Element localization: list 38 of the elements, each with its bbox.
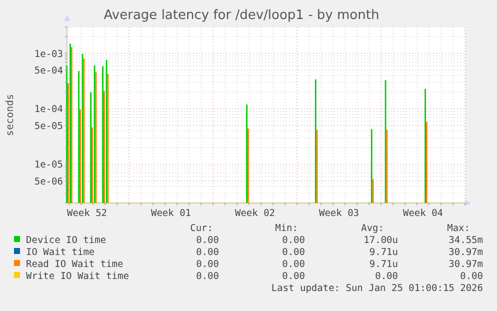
text: 0.00 <box>282 259 306 270</box>
text: 0.00 <box>196 259 220 270</box>
text: Cur: <box>190 223 213 234</box>
text: 0.00 <box>196 247 220 258</box>
text: Avg: <box>361 223 384 234</box>
x-tick-label: Week 01 <box>150 208 192 219</box>
text: 9.71u <box>369 247 398 258</box>
text: 0.00 <box>375 271 398 282</box>
y-tick-label: 5e-05 <box>34 120 63 132</box>
x-tick-label: Week 02 <box>234 208 276 219</box>
x-tick-label: Week 03 <box>318 208 360 219</box>
text: 0.00 <box>460 271 484 282</box>
text: Max: <box>447 223 470 234</box>
chart-title: Average latency for /dev/loop1 - by month <box>104 8 380 23</box>
text: 30.97m <box>448 247 484 258</box>
x-tick-label: Week 52 <box>66 208 108 219</box>
x-tick-label: Week 04 <box>402 208 444 219</box>
legend-label: Write IO Wait time <box>26 271 130 282</box>
legend-label: Device IO time <box>26 235 106 246</box>
y-tick-label: 1e-04 <box>34 104 64 116</box>
legend-label: Read IO Wait time <box>26 259 124 270</box>
text: 17.00u <box>364 235 398 246</box>
text: 34.55m <box>448 235 484 246</box>
text: 0.00 <box>282 247 306 258</box>
text: 0.00 <box>282 271 306 282</box>
text: 0.00 <box>196 235 220 246</box>
legend-label: IO Wait time <box>26 247 95 258</box>
y-axis-title: seconds <box>5 94 16 136</box>
text: Last update: Sun Jan 25 01:00:15 2026 <box>271 283 484 294</box>
y-tick-label: 5e-04 <box>34 65 64 76</box>
y-tick-label: 1e-03 <box>34 48 63 60</box>
text: Min: <box>275 223 298 234</box>
y-tick-label: 1e-05 <box>34 160 63 171</box>
text: 0.00 <box>196 271 220 282</box>
y-tick-label: 5e-06 <box>34 176 64 188</box>
text: 0.00 <box>282 235 306 246</box>
text: 30.97m <box>448 259 484 270</box>
text: 9.71u <box>369 259 398 270</box>
